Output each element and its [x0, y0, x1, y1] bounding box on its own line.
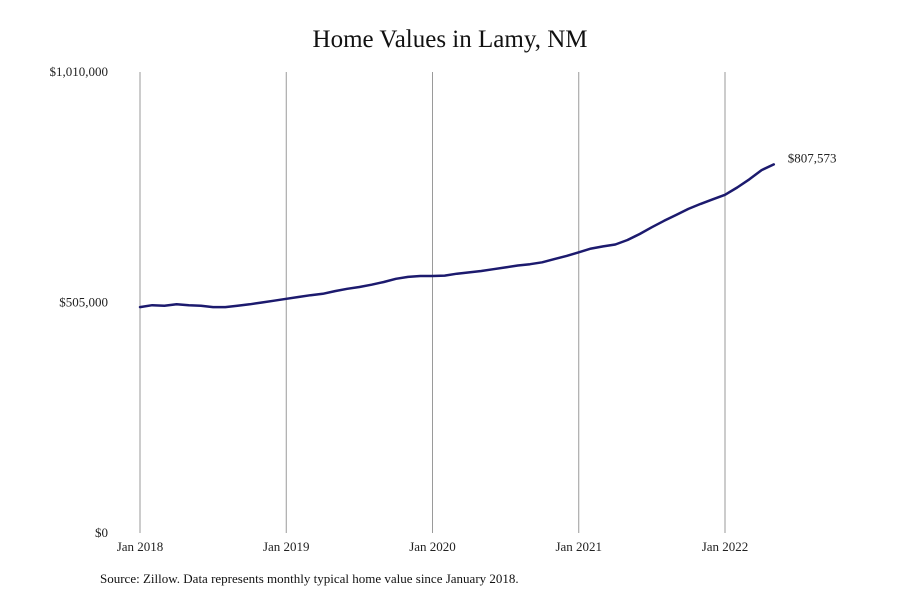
y-tick-label: $0 — [95, 525, 108, 540]
x-tick-label: Jan 2018 — [117, 539, 164, 554]
x-tick-label: Jan 2022 — [702, 539, 749, 554]
gridlines — [139, 72, 726, 533]
x-tick-label: Jan 2021 — [555, 539, 602, 554]
chart-title: Home Values in Lamy, NM — [312, 26, 588, 53]
y-tick-label: $505,000 — [59, 295, 108, 310]
x-axis-ticks: Jan 2018 Jan 2019 Jan 2020 Jan 2021 Jan 2022 — [117, 539, 749, 554]
x-tick-label: Jan 2019 — [263, 539, 310, 554]
x-tick-label: Jan 2020 — [409, 539, 456, 554]
y-tick-label: $1,010,000 — [50, 64, 109, 79]
y-axis-ticks: $0 $505,000 $1,010,000 — [50, 64, 109, 540]
home-value-line — [138, 163, 776, 309]
end-value-label: $807,573 — [788, 150, 837, 165]
source-note: Source: Zillow. Data represents monthly … — [100, 571, 519, 586]
